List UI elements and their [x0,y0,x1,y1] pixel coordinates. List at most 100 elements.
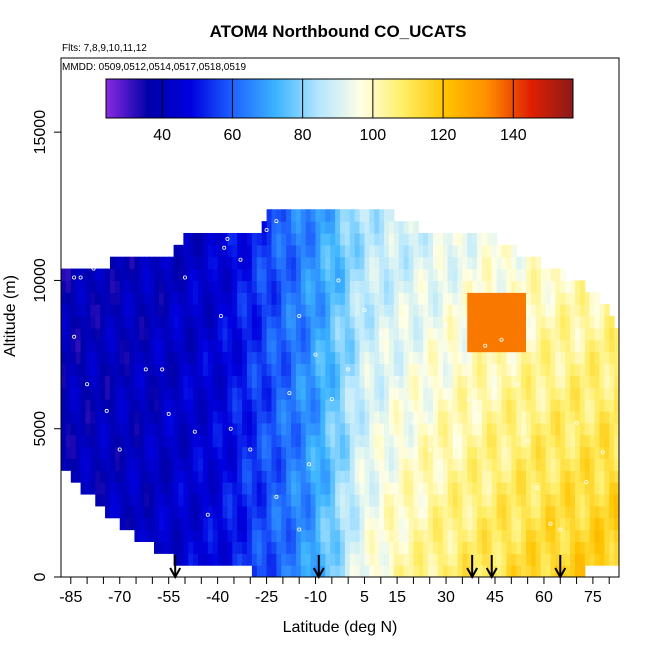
heatmap-cell [114,482,121,495]
heatmap-cell [105,292,111,305]
heatmap-cell [261,316,268,329]
heatmap-cell [173,553,180,566]
heatmap-cell [295,565,302,577]
heatmap-cell [178,268,184,282]
heatmap-cell [256,505,263,519]
heatmap-cell [271,541,277,554]
heatmap-cell [560,387,566,400]
heatmap-cell [408,541,415,554]
heatmap-cell [437,256,444,270]
heatmap-cell [198,351,204,365]
heatmap-cell [320,339,326,353]
heatmap-cell [291,458,297,471]
heatmap-cell [437,399,444,412]
heatmap-cell [462,470,468,483]
heatmap-cell [584,446,591,459]
heatmap-cell [374,541,380,554]
heatmap-cell [183,493,189,507]
heatmap-cell [340,244,346,258]
heatmap-cell [388,256,395,270]
heatmap-cell [408,517,415,531]
heatmap-cell [129,327,136,341]
observation-point [72,334,77,339]
heatmap-cell [61,422,67,436]
heatmap-cell [418,304,424,317]
heatmap-cell [105,268,111,282]
heatmap-cell [325,256,331,270]
heatmap-cell [256,351,263,365]
heatmap-cell [330,458,336,471]
heatmap-cell [232,387,238,400]
heatmap-cell [550,387,556,400]
heatmap-cell [604,387,610,400]
heatmap-cell [247,541,253,554]
heatmap-cell [545,482,552,495]
heatmap-cell [75,292,82,305]
heatmap-cell [579,304,586,317]
heatmap-cell [271,232,277,246]
heatmap-cell [589,327,596,341]
heatmap-cell [526,422,532,436]
heatmap-cell [183,363,189,376]
heatmap-cell [237,339,243,353]
heatmap-cell [403,363,410,376]
heatmap-cell [521,470,527,483]
heatmap-cell [457,493,463,507]
heatmap [61,209,619,577]
heatmap-cell [188,327,194,341]
heatmap-cell [261,221,268,234]
heatmap-cell [168,434,175,448]
heatmap-cell [477,375,483,388]
heatmap-cell [521,256,527,270]
heatmap-cell [154,458,160,471]
heatmap-cell [472,351,478,365]
heatmap-cell [344,221,351,234]
heatmap-cell [579,553,586,566]
heatmap-cell [413,529,419,543]
heatmap-cell [335,209,341,222]
heatmap-cell [242,434,248,448]
heatmap-cell [222,232,229,246]
heatmap-cell [349,553,356,566]
heatmap-cell [408,304,415,317]
heatmap-cell [408,482,415,495]
heatmap-cell [168,363,175,376]
heatmap-cell [109,280,116,293]
heatmap-cell [139,316,145,329]
heatmap-cell [526,316,532,329]
heatmap-cell [579,351,586,365]
heatmap-cell [168,446,175,459]
heatmap-cell [217,493,224,507]
heatmap-cell [276,553,282,566]
heatmap-cell [276,375,282,388]
heatmap-cell [90,470,96,483]
heatmap-cell [462,351,468,365]
heatmap-cell [217,505,224,519]
heatmap-cell [579,327,586,341]
heatmap-cell [158,505,165,519]
heatmap-cell [139,458,145,471]
heatmap-cell [119,327,126,341]
heatmap-cell [496,304,503,317]
heatmap-cell [359,232,366,246]
heatmap-cell [540,422,547,436]
heatmap-cell [481,256,488,270]
heatmap-cell [462,399,468,412]
heatmap-cell [589,363,596,376]
heatmap-cell [149,458,155,471]
heatmap-cell [276,470,282,483]
heatmap-cell [217,458,224,471]
heatmap-cell [212,363,219,376]
heatmap-cell [614,493,619,507]
heatmap-cell [609,339,615,353]
heatmap-cell [222,316,229,329]
heatmap-cell [144,517,150,531]
heatmap-cell [271,327,277,341]
heatmap-cell [530,351,537,365]
heatmap-cell [594,434,601,448]
heatmap-cell [124,434,131,448]
heatmap-cell [212,256,219,270]
heatmap-cell [359,268,366,282]
heatmap-cell [173,517,180,531]
heatmap-cell [286,339,292,353]
